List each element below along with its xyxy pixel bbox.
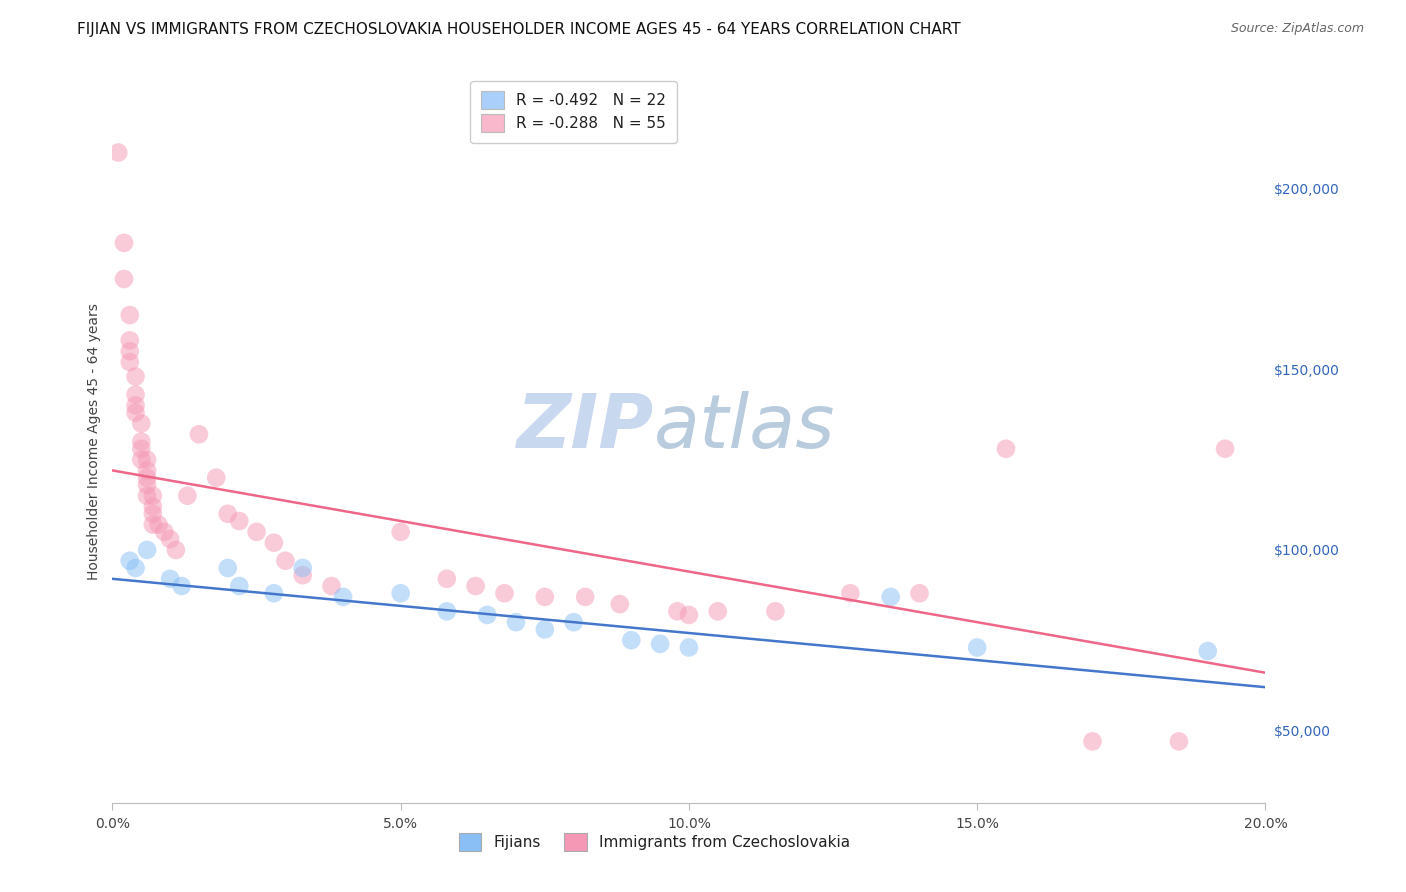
- Point: [650, 637, 672, 651]
- Point: [118, 344, 141, 359]
- Text: ZIP: ZIP: [517, 391, 654, 464]
- Point: [142, 517, 165, 532]
- Point: [124, 406, 146, 420]
- Point: [562, 615, 585, 630]
- Text: Source: ZipAtlas.com: Source: ZipAtlas.com: [1230, 22, 1364, 36]
- Point: [129, 442, 153, 456]
- Point: [436, 604, 458, 618]
- Point: [1197, 644, 1219, 658]
- Point: [159, 572, 181, 586]
- Point: [142, 507, 165, 521]
- Point: [217, 507, 239, 521]
- Point: [666, 604, 689, 618]
- Point: [880, 590, 903, 604]
- Point: [217, 561, 239, 575]
- Point: [291, 568, 314, 582]
- Point: [966, 640, 988, 655]
- Point: [246, 524, 269, 539]
- Point: [142, 489, 165, 503]
- Point: [321, 579, 343, 593]
- Point: [118, 308, 141, 322]
- Point: [136, 452, 159, 467]
- Point: [148, 517, 170, 532]
- Point: [707, 604, 730, 618]
- Point: [908, 586, 931, 600]
- Point: [494, 586, 516, 600]
- Point: [475, 607, 499, 622]
- Point: [436, 572, 458, 586]
- Point: [765, 604, 787, 618]
- Point: [228, 579, 250, 593]
- Point: [574, 590, 596, 604]
- Point: [165, 542, 187, 557]
- Point: [129, 434, 153, 449]
- Point: [839, 586, 862, 600]
- Point: [1213, 442, 1236, 456]
- Point: [534, 623, 557, 637]
- Point: [129, 452, 153, 467]
- Point: [505, 615, 527, 630]
- Point: [136, 463, 159, 477]
- Point: [124, 369, 146, 384]
- Point: [142, 500, 165, 514]
- Point: [609, 597, 631, 611]
- Point: [1081, 734, 1104, 748]
- Point: [124, 387, 146, 401]
- Point: [124, 398, 146, 412]
- Point: [136, 542, 159, 557]
- Point: [112, 272, 135, 286]
- Y-axis label: Householder Income Ages 45 - 64 years: Householder Income Ages 45 - 64 years: [87, 303, 101, 580]
- Text: atlas: atlas: [654, 391, 835, 463]
- Point: [153, 524, 176, 539]
- Point: [678, 607, 700, 622]
- Point: [118, 334, 141, 348]
- Point: [118, 554, 141, 568]
- Legend: Fijians, Immigrants from Czechoslovakia: Fijians, Immigrants from Czechoslovakia: [450, 824, 859, 860]
- Point: [534, 590, 557, 604]
- Point: [291, 561, 314, 575]
- Point: [107, 145, 129, 160]
- Point: [124, 561, 146, 575]
- Point: [995, 442, 1018, 456]
- Point: [159, 532, 181, 546]
- Point: [176, 489, 198, 503]
- Point: [332, 590, 354, 604]
- Point: [263, 535, 285, 549]
- Point: [620, 633, 643, 648]
- Point: [389, 524, 412, 539]
- Point: [464, 579, 486, 593]
- Point: [112, 235, 135, 250]
- Point: [136, 478, 159, 492]
- Text: FIJIAN VS IMMIGRANTS FROM CZECHOSLOVAKIA HOUSEHOLDER INCOME AGES 45 - 64 YEARS C: FIJIAN VS IMMIGRANTS FROM CZECHOSLOVAKIA…: [77, 22, 960, 37]
- Point: [228, 514, 250, 528]
- Point: [389, 586, 412, 600]
- Point: [188, 427, 211, 442]
- Point: [118, 355, 141, 369]
- Point: [205, 470, 228, 484]
- Point: [1167, 734, 1189, 748]
- Point: [274, 554, 297, 568]
- Point: [136, 489, 159, 503]
- Point: [263, 586, 285, 600]
- Point: [129, 417, 153, 431]
- Point: [170, 579, 193, 593]
- Point: [136, 470, 159, 484]
- Point: [678, 640, 700, 655]
